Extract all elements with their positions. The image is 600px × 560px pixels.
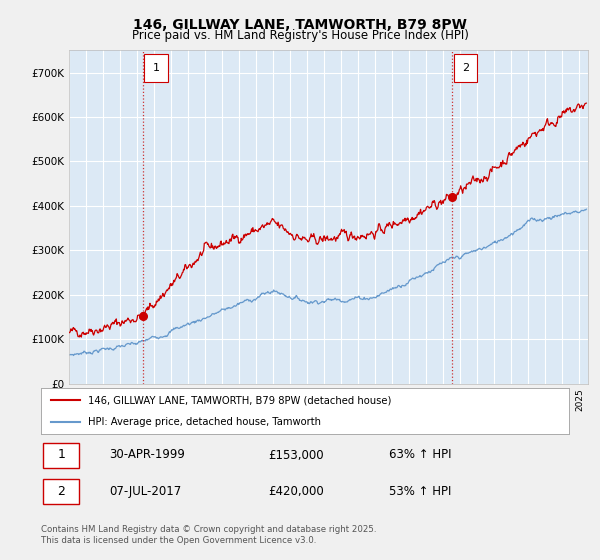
FancyBboxPatch shape: [454, 54, 477, 82]
FancyBboxPatch shape: [43, 479, 79, 505]
Text: £153,000: £153,000: [268, 449, 323, 461]
Text: 63% ↑ HPI: 63% ↑ HPI: [389, 449, 452, 461]
Text: 1: 1: [58, 449, 65, 461]
Text: Contains HM Land Registry data © Crown copyright and database right 2025.
This d: Contains HM Land Registry data © Crown c…: [41, 525, 376, 545]
Text: 146, GILLWAY LANE, TAMWORTH, B79 8PW: 146, GILLWAY LANE, TAMWORTH, B79 8PW: [133, 18, 467, 32]
Text: 146, GILLWAY LANE, TAMWORTH, B79 8PW (detached house): 146, GILLWAY LANE, TAMWORTH, B79 8PW (de…: [88, 395, 392, 405]
Text: 2: 2: [462, 63, 469, 73]
Text: Price paid vs. HM Land Registry's House Price Index (HPI): Price paid vs. HM Land Registry's House …: [131, 29, 469, 42]
FancyBboxPatch shape: [43, 443, 79, 468]
Text: £420,000: £420,000: [268, 485, 323, 498]
Text: 2: 2: [58, 485, 65, 498]
Text: 30-APR-1999: 30-APR-1999: [109, 449, 185, 461]
Text: 07-JUL-2017: 07-JUL-2017: [109, 485, 182, 498]
Text: 1: 1: [152, 63, 160, 73]
Text: HPI: Average price, detached house, Tamworth: HPI: Average price, detached house, Tamw…: [88, 417, 322, 427]
Text: 53% ↑ HPI: 53% ↑ HPI: [389, 485, 452, 498]
FancyBboxPatch shape: [144, 54, 167, 82]
